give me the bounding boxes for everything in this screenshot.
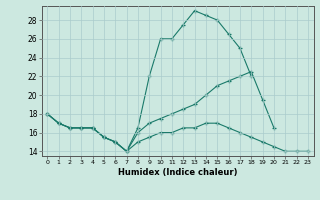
- X-axis label: Humidex (Indice chaleur): Humidex (Indice chaleur): [118, 168, 237, 177]
